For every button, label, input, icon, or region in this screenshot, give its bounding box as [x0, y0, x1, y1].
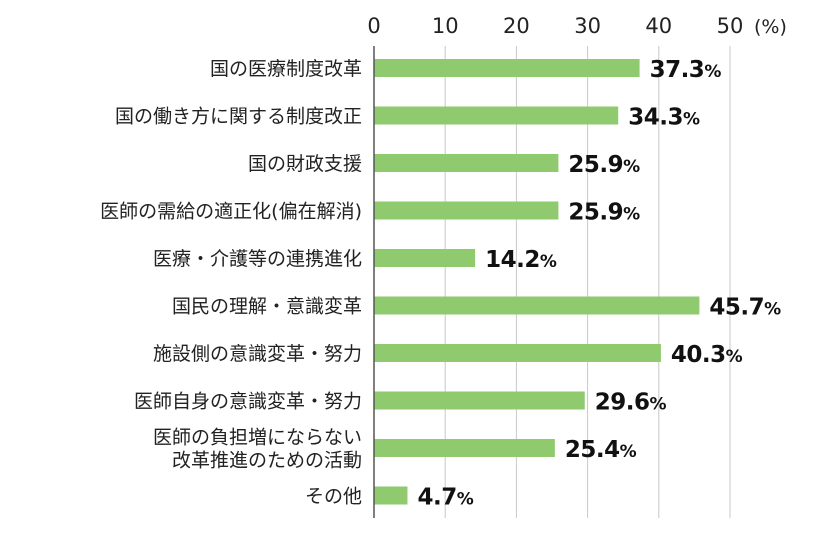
bar [374, 106, 619, 125]
bar [374, 296, 700, 315]
category-label: 施設側の意識変革・努力 [153, 343, 362, 365]
x-axis-unit: (%) [754, 16, 787, 38]
bar [374, 344, 661, 362]
bars [374, 59, 700, 505]
category-label: 国民の理解・意識変革 [172, 296, 362, 318]
value-label: 14.2% [485, 247, 557, 273]
category-label: 医療・介護等の連携進化 [153, 248, 362, 270]
category-label: 国の働き方に関する制度改正 [115, 106, 362, 128]
value-label: 40.3% [671, 342, 743, 368]
value-label: 29.6% [595, 390, 667, 416]
value-label: 25.4% [565, 437, 637, 463]
value-label: 25.9% [568, 200, 640, 226]
value-label: 37.3% [650, 57, 722, 83]
bar [374, 201, 559, 220]
value-label: 4.7% [417, 485, 473, 511]
bar [374, 486, 408, 505]
value-label: 45.7% [709, 295, 781, 321]
bar [374, 439, 555, 457]
bar [374, 154, 559, 172]
category-label: その他 [305, 486, 362, 508]
bar [374, 249, 476, 267]
x-tick-label: 40 [645, 14, 672, 38]
category-label: 改革推進のための活動 [172, 450, 362, 472]
x-tick-label: 50 [717, 14, 744, 38]
x-tick-label: 20 [503, 14, 530, 38]
category-label: 医師の需給の適正化(偏在解消) [100, 201, 362, 223]
category-label: 国の医療制度改革 [210, 58, 362, 80]
category-label: 国の財政支援 [248, 153, 362, 175]
category-label: 医師の負担増にならない [153, 427, 362, 449]
x-tick-label: 0 [367, 14, 380, 38]
labels: 0 10 20 30 40 50 (%) 国の医療制度改革 37.3% 国の働き方に関する制度改正… [100, 14, 787, 511]
bar [374, 391, 585, 410]
category-label: 医師自身の意識変革・努力 [134, 391, 362, 413]
x-tick-label: 10 [432, 14, 459, 38]
x-tick-label: 30 [574, 14, 601, 38]
bar [374, 59, 640, 77]
value-label: 25.9% [568, 152, 640, 178]
value-label: 34.3% [628, 105, 700, 131]
